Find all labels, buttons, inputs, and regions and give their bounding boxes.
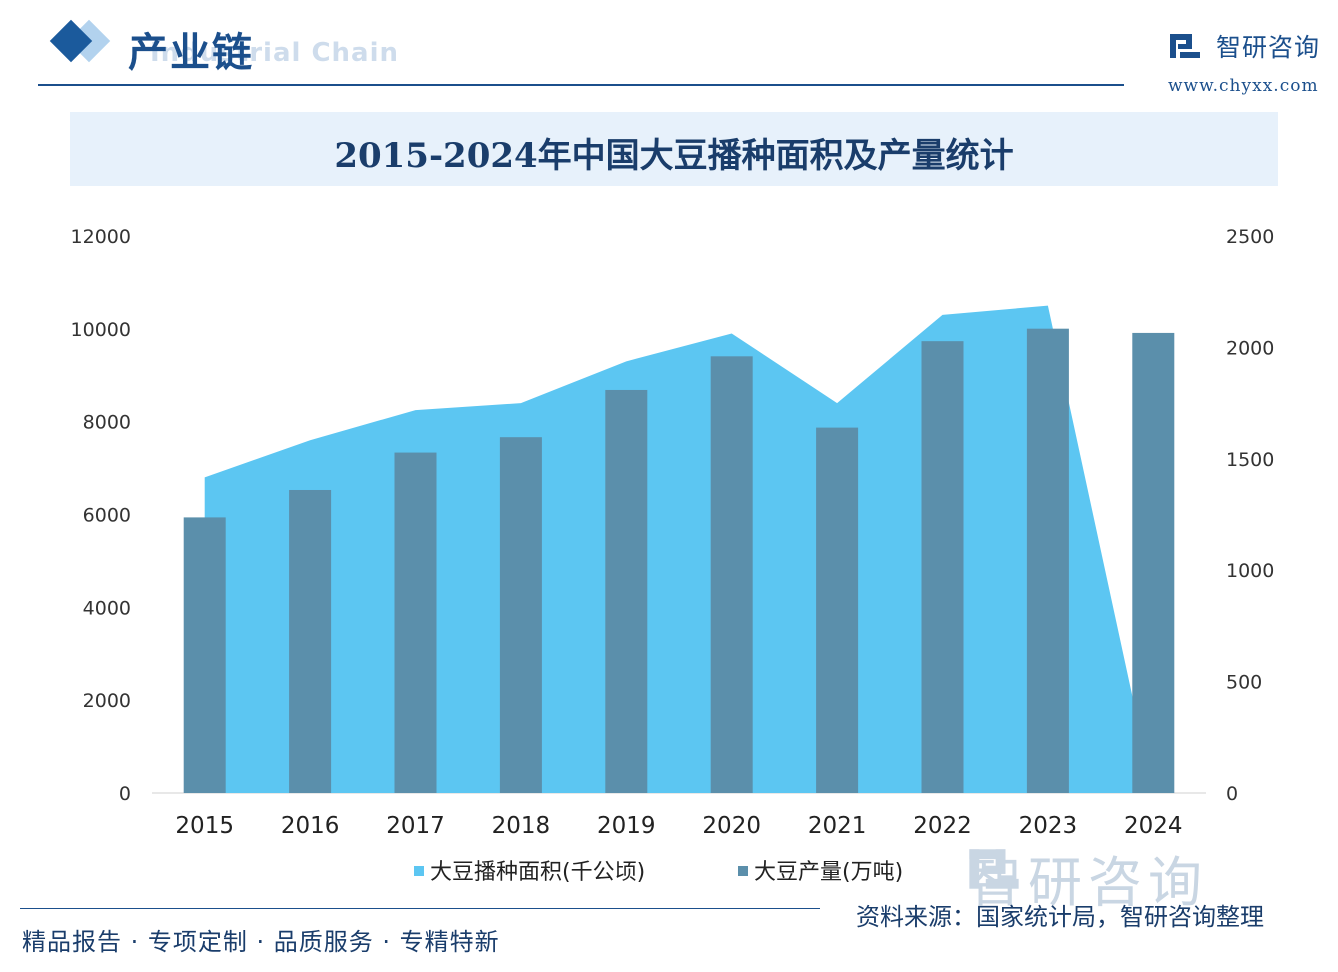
bar-production-2016 [289, 489, 332, 793]
footer-tagline: 精品报告 · 专项定制 · 品质服务 · 专精特新 [22, 928, 500, 956]
watermark-text: 智研咨询 [968, 851, 1208, 914]
chart-title-band: 2015-2024年中国大豆播种面积及产量统计 [70, 112, 1278, 186]
bar-production-2018 [499, 437, 542, 793]
left-axis-tick: 4000 [83, 597, 131, 619]
bar-production-2015 [183, 517, 226, 793]
right-axis-tick: 1000 [1226, 560, 1274, 582]
footer-divider [20, 908, 820, 909]
x-axis-tick: 2020 [702, 813, 761, 839]
brand-logo-icon [1170, 34, 1200, 58]
right-axis-tick: 2000 [1226, 337, 1274, 359]
header-divider [38, 84, 1124, 86]
bar-production-2017 [394, 452, 437, 793]
right-axis-tick: 500 [1226, 672, 1262, 694]
x-axis-tick: 2022 [913, 813, 972, 839]
header: Industrial Chain 产业链 智研咨询 www.chyxx.com [0, 0, 1338, 100]
right-axis-tick: 1500 [1226, 449, 1274, 471]
left-axis-tick: 2000 [83, 690, 131, 712]
bar-production-2022 [921, 341, 964, 793]
section-title: 产业链 [128, 29, 254, 76]
left-axis-tick: 10000 [71, 319, 131, 341]
chart-title: 2015-2024年中国大豆播种面积及产量统计 [334, 136, 1014, 176]
x-axis-tick: 2019 [597, 813, 656, 839]
left-axis-tick: 8000 [83, 412, 131, 434]
area-series-planting-area [204, 305, 1154, 793]
brand-url: www.chyxx.com [1168, 76, 1319, 96]
legend-label-bar: 大豆产量(万吨) [754, 860, 903, 885]
x-axis-tick: 2024 [1124, 813, 1183, 839]
legend-swatch-area [414, 866, 424, 876]
x-axis-tick: 2015 [175, 813, 234, 839]
left-axis-tick: 6000 [83, 505, 131, 527]
x-axis-tick: 2017 [386, 813, 445, 839]
left-axis-tick: 12000 [71, 226, 131, 248]
x-axis-tick: 2018 [492, 813, 551, 839]
bar-production-2020 [710, 356, 753, 793]
legend-swatch-bar [738, 866, 748, 876]
bar-production-2023 [1026, 328, 1069, 793]
bar-production-2019 [605, 389, 648, 793]
right-axis-tick: 2500 [1226, 226, 1274, 248]
right-axis-tick: 0 [1226, 783, 1238, 805]
section-subtitle: Industrial Chain [150, 38, 400, 68]
chart: 0 2000 4000 6000 8000 10000 12000 0 500 1000 1500 2… [71, 226, 1275, 885]
bar-production-2024 [1132, 332, 1175, 793]
x-axis-tick: 2021 [808, 813, 867, 839]
legend-label-area: 大豆播种面积(千公顷) [430, 860, 645, 885]
x-axis-tick: 2023 [1019, 813, 1078, 839]
bar-production-2021 [816, 427, 859, 793]
x-axis-tick: 2016 [281, 813, 340, 839]
left-axis-tick: 0 [119, 783, 131, 805]
brand-name: 智研咨询 [1216, 33, 1321, 62]
source-note: 资料来源：国家统计局，智研咨询整理 [856, 903, 1264, 931]
watermark-logo-icon [969, 849, 1019, 889]
